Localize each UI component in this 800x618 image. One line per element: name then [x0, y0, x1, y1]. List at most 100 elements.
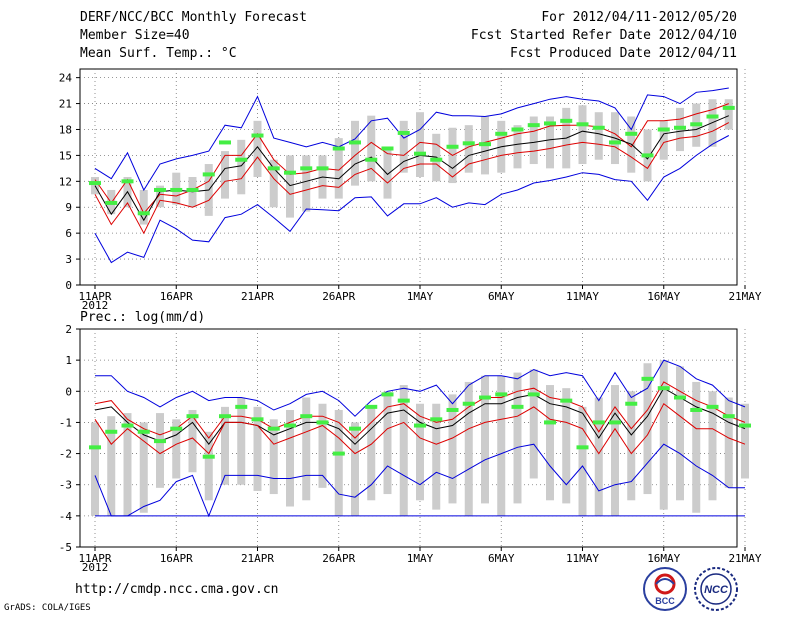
precip-ensemble-box: [481, 375, 489, 504]
ncc-logo-text: NCC: [704, 584, 729, 596]
temp-y-tick-label: 15: [59, 149, 72, 162]
precip-y-tick-label: 2: [65, 323, 72, 336]
temp-x-tick-label: 21APR: [241, 290, 274, 303]
temp-ensemble-box: [302, 155, 311, 212]
precip-upper-line: [94, 381, 746, 439]
precip-observed-marker: [251, 417, 264, 422]
temp-lower-line: [94, 122, 730, 235]
temp-ensemble-box: [529, 116, 538, 165]
temp-ensemble-box: [221, 151, 229, 199]
precip-ensemble-box: [123, 413, 132, 516]
temp-y-tick-label: 12: [59, 175, 72, 188]
precip-observed-marker: [89, 445, 101, 450]
precip-x-tick-label: 11MAY: [566, 552, 599, 565]
temp-observed-marker: [576, 122, 589, 127]
precip-ensemble-box: [546, 385, 554, 501]
temp-ensemble-box: [578, 105, 587, 165]
temp-x-tick-label: 26APR: [322, 290, 355, 303]
temp-observed-marker: [722, 105, 735, 110]
temp-observed-marker: [625, 131, 638, 136]
temp-ensemble-box: [513, 125, 522, 169]
temp-observed-marker: [300, 166, 313, 171]
precip-y-tick-label: -1: [59, 416, 72, 429]
temp-observed-marker: [592, 125, 605, 130]
temp-observed-marker: [332, 146, 345, 151]
precip-y-tick-label: -3: [59, 479, 72, 492]
precip-x-tick-label: 6MAY: [488, 552, 515, 565]
temp-min-line: [94, 135, 730, 264]
temp-observed-marker: [479, 142, 491, 147]
temp-x-tick-label: 16APR: [160, 290, 193, 303]
temp-ensemble-box: [269, 159, 278, 208]
precip-observed-marker: [690, 407, 703, 412]
temp-x-tick-label: 16MAY: [647, 290, 680, 303]
precip-frame: [79, 328, 738, 548]
temp-observed-marker: [284, 170, 296, 175]
temp-observed-marker: [89, 181, 101, 186]
chart-title: DERF/NCC/BCC Monthly Forecast: [80, 10, 307, 25]
precip-mean-line: [94, 387, 746, 446]
precip-x-tick-label: 21APR: [241, 552, 274, 565]
temp-observed-marker: [560, 118, 573, 123]
temp-ensemble-box: [546, 116, 554, 169]
precip-observed-marker: [609, 420, 621, 425]
precip-observed-marker: [576, 445, 589, 450]
temp-frame: [79, 68, 738, 286]
forecast-period-label: For 2012/04/11-2012/05/20: [541, 10, 737, 25]
precip-y-tick-label: -2: [59, 448, 72, 461]
temp-observed-marker: [137, 211, 150, 216]
precip-observed-marker: [462, 401, 475, 406]
bcc-logo-icon: BCC: [642, 566, 688, 612]
precip-ensemble-box: [172, 419, 181, 479]
precip-observed-marker: [202, 454, 215, 459]
temp-ensemble-box: [367, 115, 376, 182]
precip-max-line: [95, 359, 746, 417]
precip-x-tick-label: 21MAY: [728, 552, 761, 565]
precip-panel-title: Prec.: log(mm/d): [80, 310, 206, 325]
temp-observed-marker: [397, 130, 410, 135]
temp-observed-marker: [430, 157, 443, 162]
precip-ensemble-box: [432, 403, 441, 510]
temp-observed-marker: [186, 187, 199, 192]
temp-observed-marker: [706, 114, 719, 119]
temp-observed-marker: [657, 127, 670, 132]
temp-ensemble-box: [416, 112, 424, 177]
precip-ensemble-box: [529, 369, 538, 479]
temp-ensemble-box: [334, 138, 343, 199]
temp-year-label: 2012: [82, 299, 109, 312]
temp-ensemble-box: [286, 155, 294, 218]
temp-x-tick-label: 11APR: [78, 290, 111, 303]
precip-observed-marker: [105, 429, 118, 434]
precip-ensemble-box: [399, 385, 408, 516]
precip-observed-marker: [739, 423, 751, 428]
precip-observed-marker: [592, 420, 605, 425]
temp-observed-marker: [154, 187, 166, 192]
precip-ensemble-box: [724, 397, 733, 488]
precip-ensemble-box: [643, 363, 652, 495]
precip-ensemble-box: [383, 391, 392, 495]
precip-observed-marker: [560, 398, 573, 403]
precip-observed-marker: [495, 392, 508, 397]
precip-observed-marker: [332, 451, 345, 456]
temp-ensemble-box: [351, 120, 359, 186]
source-url[interactable]: http://cmdp.ncc.cma.gov.cn: [75, 582, 279, 597]
grads-credit: GrADS: COLA/IGES: [4, 603, 91, 613]
precip-observed-marker: [527, 392, 540, 397]
temp-ensemble-box: [139, 189, 148, 225]
precip-observed-marker: [414, 423, 426, 428]
precip-ensemble-box: [497, 375, 506, 516]
precip-ensemble-box: [611, 385, 619, 516]
precip-observed-marker: [121, 423, 134, 428]
precip-x-tick-label: 1MAY: [407, 552, 434, 565]
precip-ensemble-box: [659, 360, 668, 510]
precip-ensemble-box: [139, 422, 148, 513]
precip-y-tick-label: -5: [59, 541, 72, 554]
temp-y-tick-label: 6: [65, 227, 72, 240]
temp-observed-marker: [170, 187, 183, 192]
precip-observed-marker: [284, 423, 296, 428]
temp-ensemble-box: [659, 120, 668, 160]
precip-ensemble-box: [367, 406, 376, 501]
temp-y-tick-label: 21: [59, 98, 72, 111]
temp-observed-marker: [202, 172, 215, 177]
temp-observed-marker: [381, 146, 394, 151]
